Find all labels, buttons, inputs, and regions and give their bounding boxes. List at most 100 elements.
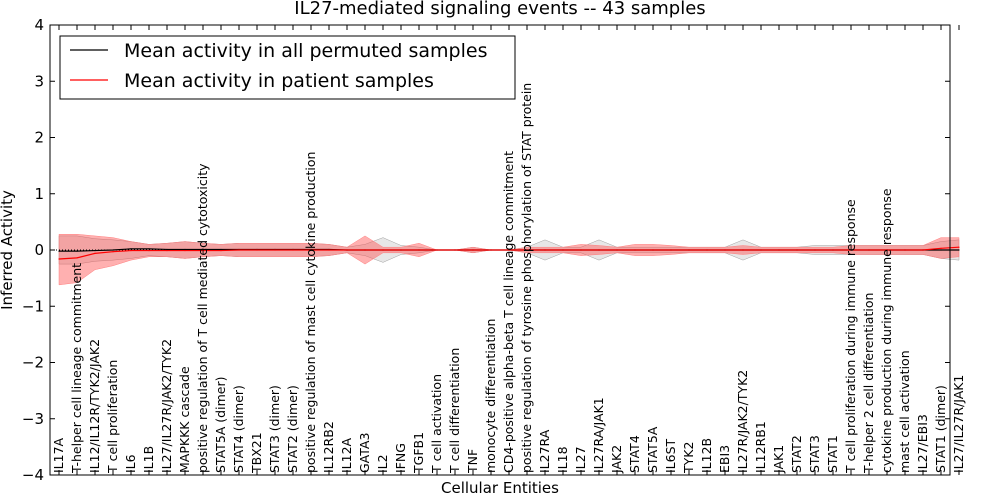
point-patient: [220, 249, 222, 252]
category-label: IL12B: [699, 438, 714, 473]
category-label: STAT5A: [645, 426, 660, 473]
category-label: STAT5A (dimer): [213, 377, 228, 473]
category-label: T-helper 2 cell differentiation: [861, 293, 876, 474]
category-label: IL18: [555, 446, 570, 473]
point-patient: [544, 249, 546, 251]
point-patient: [184, 249, 186, 252]
point-patient: [148, 249, 150, 252]
chart-title: IL27-mediated signaling events -- 43 sam…: [294, 0, 705, 19]
category-label: JAK2: [609, 445, 624, 474]
category-label: cytokine production during immune respon…: [879, 188, 894, 473]
category-label: STAT3: [807, 435, 822, 473]
point-patient: [238, 249, 240, 251]
point-patient: [346, 249, 348, 251]
y-axis-label: Inferred Activity: [0, 190, 16, 310]
point-patient: [634, 249, 636, 251]
y-tick-label: 0: [34, 241, 44, 259]
category-label: STAT4 (dimer): [231, 385, 246, 473]
point-patient: [580, 249, 582, 251]
category-label: T cell differentiation: [447, 348, 462, 474]
point-patient: [958, 246, 960, 248]
y-tick-label: −2: [22, 354, 44, 372]
category-labels: IL17A T-helper cell lineage commitment IL1…: [51, 83, 966, 474]
category-label: CD4-positive alpha-beta T cell lineage c…: [501, 151, 516, 473]
point-patient: [274, 249, 276, 251]
point-patient: [454, 249, 456, 251]
point-patient: [94, 252, 96, 254]
legend-label-patient: Mean activity in patient samples: [124, 70, 434, 92]
category-label: GATA3: [357, 433, 372, 473]
category-label: T cell proliferation: [105, 360, 120, 474]
category-label: IL27RA/JAK1: [591, 397, 606, 473]
category-label: STAT1 (dimer): [933, 385, 948, 473]
category-label: TBX21: [249, 432, 264, 474]
category-label: STAT4: [627, 435, 642, 473]
category-label: TNF: [465, 449, 480, 474]
category-label: IL17A: [51, 437, 66, 473]
point-patient: [778, 249, 780, 251]
category-label: IL2: [375, 454, 390, 473]
category-label: TGFB1: [411, 432, 426, 474]
point-patient: [760, 249, 762, 251]
point-patient: [670, 249, 672, 251]
y-tick-label: 1: [34, 185, 44, 203]
category-label: T cell activation: [429, 374, 444, 474]
point-permuted: [958, 249, 960, 251]
point-patient: [130, 249, 132, 252]
point-patient: [868, 249, 870, 251]
point-patient: [832, 249, 834, 251]
y-ticks: −4 −3 −2 −1 0 1 2 3 4: [22, 16, 950, 484]
point-patient: [616, 249, 618, 251]
point-patient: [256, 249, 258, 251]
y-tick-label: −3: [22, 410, 44, 428]
category-label: IL6ST: [663, 438, 678, 473]
category-label: STAT1: [825, 435, 840, 473]
point-patient: [166, 249, 168, 252]
y-tick-label: 3: [34, 72, 44, 90]
legend: Mean activity in all permuted samples Me…: [59, 35, 516, 100]
point-permuted: [76, 250, 78, 252]
category-label: STAT2 (dimer): [285, 385, 300, 473]
x-axis-label: Cellular Entities: [441, 479, 559, 497]
category-label: IFNG: [393, 443, 408, 473]
point-patient: [562, 249, 564, 251]
point-patient: [112, 251, 114, 253]
point-patient: [598, 249, 600, 251]
category-label: IL12RB1: [753, 421, 768, 473]
point-permuted: [940, 249, 942, 251]
point-patient: [292, 249, 294, 251]
point-patient: [922, 249, 924, 251]
point-permuted: [220, 248, 222, 251]
point-permuted: [112, 249, 114, 251]
point-patient: [850, 249, 852, 251]
point-permuted: [130, 248, 132, 250]
point-patient: [796, 249, 798, 251]
band-patient: [58, 234, 960, 286]
point-patient: [904, 249, 906, 251]
point-patient: [940, 247, 942, 249]
category-label: IL27R/JAK2/TYK2: [735, 370, 750, 473]
y-tick-label: −1: [22, 297, 44, 315]
point-patient: [58, 258, 60, 260]
series-lines: [58, 246, 960, 260]
category-label: IL12A: [339, 437, 354, 473]
point-patient: [886, 249, 888, 251]
point-permuted: [94, 249, 96, 252]
point-permuted: [166, 248, 168, 251]
point-patient: [202, 249, 204, 252]
point-patient: [328, 249, 330, 251]
point-patient: [76, 257, 78, 259]
legend-label-permuted: Mean activity in all permuted samples: [124, 40, 487, 62]
legend-box: [59, 35, 516, 100]
category-label: IL27: [573, 446, 588, 473]
category-label: IL6: [123, 454, 138, 473]
category-label: MAPKKK cascade: [177, 366, 192, 473]
point-permuted: [148, 248, 150, 250]
category-label: T cell proliferation during immune respo…: [843, 199, 858, 474]
point-patient: [724, 249, 726, 251]
category-label: mast cell activation: [897, 350, 912, 473]
category-label: positive regulation of tyrosine phosphor…: [519, 83, 534, 473]
point-patient: [814, 249, 816, 251]
point-patient: [436, 249, 438, 251]
point-patient: [508, 249, 510, 251]
